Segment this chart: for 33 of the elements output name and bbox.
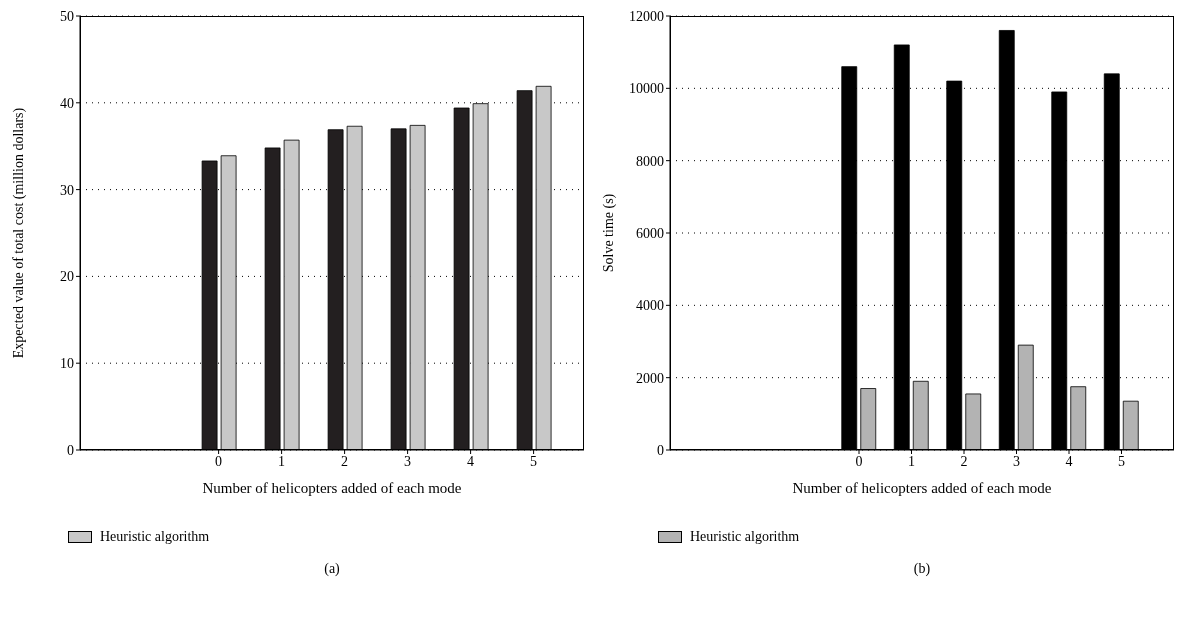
legend-label: Heuristic algorithm xyxy=(690,529,800,545)
x-tick-label: 4 xyxy=(467,453,475,469)
y-tick-label: 30 xyxy=(60,182,74,198)
x-tick-label: 1 xyxy=(908,453,915,469)
y-tick-label: 0 xyxy=(67,442,74,458)
y-tick-label: 6000 xyxy=(636,225,664,241)
y-tick-label: 20 xyxy=(60,269,74,285)
x-axis-title: Number of helicopters added of each mode xyxy=(201,480,463,497)
y-tick-label: 8000 xyxy=(636,153,664,169)
y-tick-label: 0 xyxy=(657,442,664,458)
x-tick-label: 1 xyxy=(278,453,286,469)
x-tick-label: 3 xyxy=(404,453,412,469)
x-tick-label: 2 xyxy=(960,453,968,469)
y-tick-label: 4000 xyxy=(636,298,664,314)
y-axis-title: Solve time (s) xyxy=(600,193,617,273)
legend-label: Heuristic algorithm xyxy=(100,529,210,545)
x-tick-label: 0 xyxy=(855,453,863,469)
y-tick-label: 50 xyxy=(60,8,74,24)
y-tick-label: 10 xyxy=(60,356,74,372)
x-tick-label: 0 xyxy=(215,453,223,469)
x-tick-label: 2 xyxy=(341,453,349,469)
x-tick-label: 4 xyxy=(1065,453,1073,469)
x-tick-label: 5 xyxy=(530,453,538,469)
x-tick-label: 3 xyxy=(1013,453,1020,469)
x-axis-title: Number of helicopters added of each mode xyxy=(791,480,1053,497)
y-tick-label: 10000 xyxy=(629,81,664,97)
y-tick-label: 12000 xyxy=(629,8,664,24)
text: (b) xyxy=(912,561,932,577)
y-tick-label: 2000 xyxy=(636,370,664,386)
text: (a) xyxy=(323,561,341,577)
y-axis-title: Expected value of total cost (million dollars) xyxy=(10,107,27,359)
x-tick-label: 5 xyxy=(1118,453,1125,469)
y-tick-label: 40 xyxy=(60,95,74,111)
